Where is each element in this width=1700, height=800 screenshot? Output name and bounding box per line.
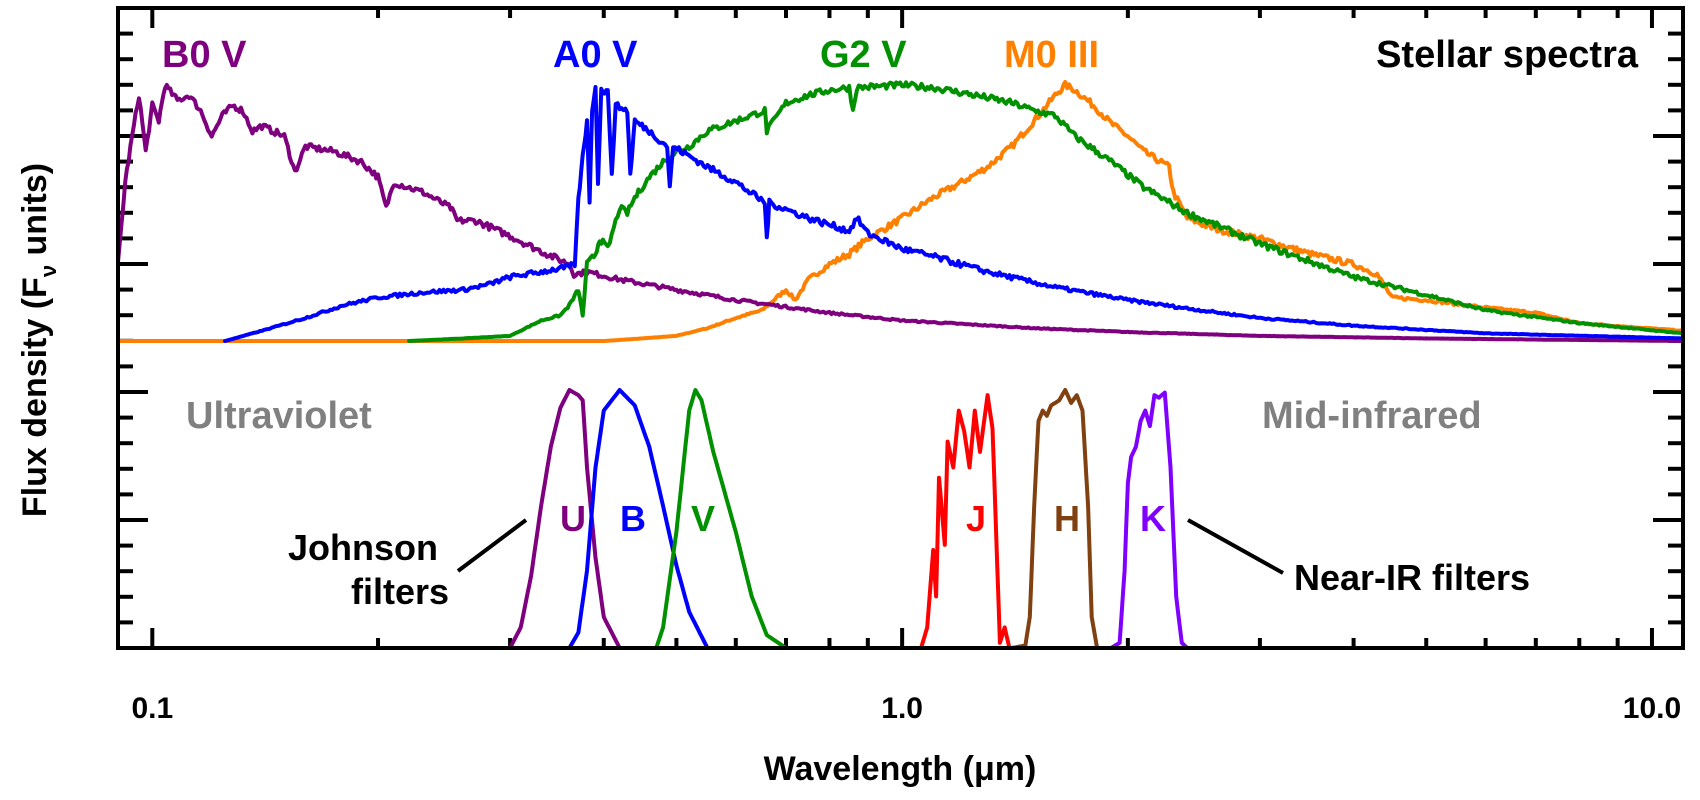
spectrum-g2-v bbox=[407, 80, 1685, 343]
x-tick-label: 1.0 bbox=[881, 692, 923, 725]
filter-label-u: U bbox=[560, 498, 586, 539]
spectrum-m0-iii bbox=[116, 80, 1685, 343]
plot-frame bbox=[116, 6, 1685, 650]
nearir-label: Near-IR filters bbox=[1294, 557, 1530, 598]
spectrum-a0-v bbox=[223, 85, 1685, 343]
filter-curve-j bbox=[919, 393, 1014, 650]
y-axis-title-tail: units) bbox=[16, 163, 54, 265]
spectrum-label-a0v: A0 V bbox=[553, 34, 638, 76]
y-axis-title-main: Flux density (F bbox=[16, 277, 54, 517]
filter-label-h: H bbox=[1054, 498, 1080, 539]
y-axis-title: Flux density (Fν units) bbox=[16, 163, 61, 517]
filter-curve-v bbox=[654, 388, 788, 650]
region-label-mid-infrared: Mid-infrared bbox=[1262, 395, 1482, 437]
filter-label-j: J bbox=[966, 498, 986, 539]
x-tick-label: 10.0 bbox=[1623, 692, 1681, 725]
x-tick-label: 0.1 bbox=[131, 692, 173, 725]
spectrum-label-m0iii: M0 III bbox=[1004, 34, 1099, 76]
filter-label-b: B bbox=[620, 498, 646, 539]
region-label-ultraviolet: Ultraviolet bbox=[186, 395, 372, 437]
johnson-label-line1: Johnson bbox=[288, 527, 438, 568]
spectrum-b0-v bbox=[116, 82, 1685, 343]
chart-title: Stellar spectra bbox=[1376, 34, 1639, 76]
filter-curve-u bbox=[508, 388, 622, 650]
spectrum-label-g2v: G2 V bbox=[820, 34, 907, 76]
y-axis-title-subscript: ν bbox=[36, 265, 61, 277]
johnson-pointer-line bbox=[456, 518, 528, 573]
x-tick-labels: 0.1 1.0 10.0 bbox=[131, 692, 1681, 725]
nearir-pointer-line bbox=[1187, 518, 1284, 575]
filter-curve-b bbox=[567, 388, 710, 650]
filter-curve-h bbox=[1009, 388, 1114, 650]
filter-label-v: V bbox=[691, 498, 715, 539]
curves bbox=[116, 80, 1685, 650]
x-axis-title: Wavelength (μm) bbox=[764, 750, 1037, 788]
filter-label-k: K bbox=[1140, 498, 1166, 539]
spectrum-label-b0v: B0 V bbox=[162, 34, 247, 76]
johnson-label-line2: filters bbox=[351, 571, 449, 612]
filter-curve-k bbox=[1109, 390, 1190, 650]
